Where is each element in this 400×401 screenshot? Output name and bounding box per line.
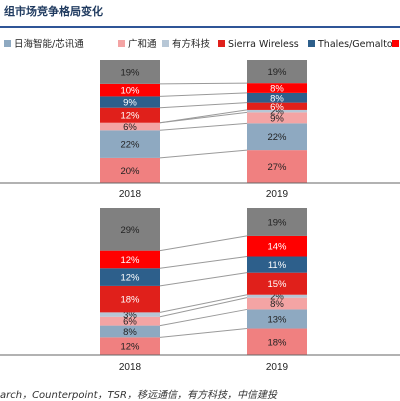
x-tick-label: 2018 (119, 189, 142, 200)
connector-line (159, 294, 248, 313)
bar-segment (100, 325, 160, 338)
bar-segment (247, 309, 307, 329)
connector-line (159, 256, 248, 269)
data-label: 8% (123, 327, 137, 338)
connector-line (159, 308, 248, 327)
bar-segment (100, 208, 160, 251)
data-label: 14% (267, 242, 287, 253)
chart-title: 组市场竞争格局变化 (4, 5, 103, 18)
bar-segment (100, 130, 160, 158)
data-label: 12% (120, 342, 140, 353)
connector-line (159, 297, 248, 318)
bar-segment (100, 312, 160, 317)
x-tick-label: 2019 (266, 189, 289, 200)
bar-segment (247, 235, 307, 257)
bar-segment (247, 123, 307, 151)
data-label: 15% (267, 279, 287, 290)
legend-label: 日海智能/芯讯通 (14, 38, 84, 50)
data-label: 13% (267, 314, 287, 325)
data-label: 9% (270, 113, 284, 124)
data-label: 10% (120, 86, 140, 97)
data-label: 8% (270, 93, 284, 104)
legend-label: Sierra Wireless (228, 39, 299, 50)
bar-segment (100, 96, 160, 108)
data-label: 18% (120, 295, 140, 306)
data-label: 12% (120, 255, 140, 266)
data-label: 12% (120, 111, 140, 122)
data-label: 27% (267, 162, 287, 173)
bar-segment (100, 122, 160, 131)
bar-segment (100, 268, 160, 286)
connector-line (159, 149, 248, 159)
data-label: 11% (268, 260, 287, 271)
bar-segment (247, 297, 307, 310)
bar-segment (100, 337, 160, 355)
data-label: 8% (270, 84, 284, 95)
bar-segment (247, 109, 307, 113)
data-label: 22% (267, 132, 287, 143)
legend-swatch (4, 40, 11, 47)
legend-swatch (118, 40, 125, 47)
legend-swatch (392, 40, 399, 47)
legend-label: Thales/Gemalto (317, 39, 393, 50)
bar-segment (247, 102, 307, 110)
title-divider (0, 26, 400, 28)
bar-segment (247, 60, 307, 84)
data-label: 19% (120, 67, 140, 78)
bar-segment (247, 272, 307, 295)
data-label: 20% (120, 166, 140, 177)
legend-label: 有方科技 (172, 38, 211, 50)
bar-segment (247, 83, 307, 93)
bar-segment (247, 92, 307, 103)
x-tick-label: 2018 (119, 362, 142, 373)
bar-segment (247, 112, 307, 124)
bar-segment (100, 285, 160, 313)
connector-line (159, 82, 248, 85)
bar-segment (247, 294, 307, 298)
bar-segment (247, 150, 307, 183)
bar-segment (100, 83, 160, 97)
legend-swatch (308, 40, 315, 47)
data-label: 12% (120, 273, 140, 284)
data-label: 6% (270, 102, 284, 113)
data-label: 19% (267, 217, 287, 228)
connector-line (159, 92, 248, 97)
bar-segment (100, 107, 160, 123)
legend-swatch (162, 40, 169, 47)
connector-line (159, 328, 248, 338)
connector-line (159, 235, 248, 252)
bar-segment (100, 60, 160, 84)
data-label: 29% (120, 225, 140, 236)
data-label: 6% (123, 317, 137, 328)
x-tick-label: 2019 (266, 362, 289, 373)
connector-line (159, 109, 248, 124)
data-label: 18% (267, 337, 287, 348)
connector-line (159, 102, 248, 109)
bar-segment (247, 208, 307, 236)
source-note: arch，Counterpoint，TSR，移远通信，有方科技，中信建投 (0, 390, 277, 401)
data-label: 6% (123, 122, 137, 133)
connector-line (159, 272, 248, 287)
data-label: 22% (120, 140, 140, 151)
bar-segment (100, 250, 160, 269)
connector-line (159, 122, 248, 131)
bar-segment (247, 256, 307, 273)
data-label: 2% (270, 107, 284, 118)
bar-segment (247, 328, 307, 355)
data-label: 9% (123, 98, 137, 109)
legend-swatch (218, 40, 225, 47)
bar-segment (100, 316, 160, 326)
data-label: 3% (123, 310, 137, 321)
data-label: 19% (267, 67, 287, 78)
data-label: 8% (270, 299, 284, 310)
data-label: 2% (270, 292, 284, 303)
legend-label: 广和通 (128, 38, 157, 50)
bar-segment (100, 157, 160, 183)
